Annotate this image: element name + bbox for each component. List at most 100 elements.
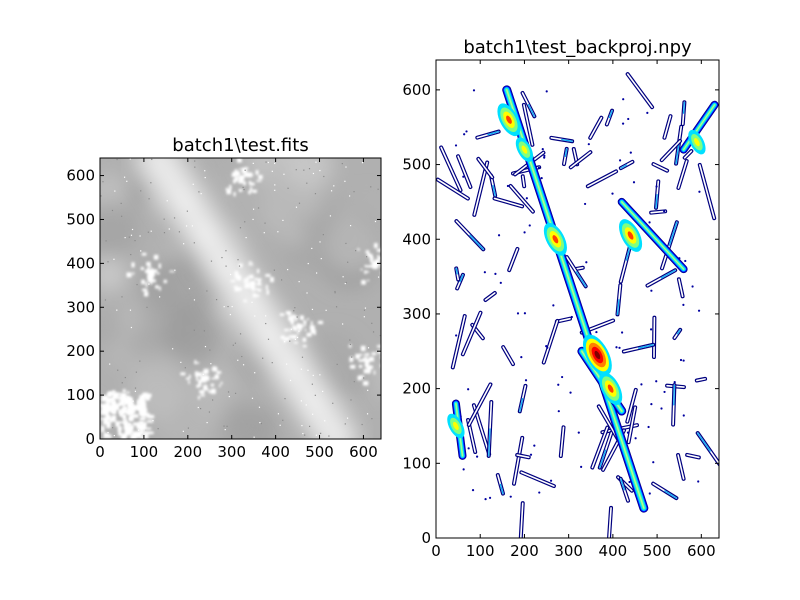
y-tick-label: 300 xyxy=(402,305,431,323)
filament xyxy=(519,470,556,489)
filament xyxy=(676,159,689,190)
speck xyxy=(673,381,676,384)
filament xyxy=(680,100,687,127)
speck xyxy=(497,234,501,237)
filament xyxy=(597,430,614,470)
speck xyxy=(595,330,598,334)
speck xyxy=(655,380,658,383)
filament xyxy=(466,382,493,427)
filament xyxy=(439,145,463,193)
speck xyxy=(540,177,543,180)
y-tick-label: 0 xyxy=(85,430,95,448)
speck xyxy=(583,202,587,206)
speck xyxy=(655,185,658,188)
speck xyxy=(520,356,523,359)
image-left xyxy=(100,158,381,439)
filament xyxy=(621,342,656,354)
speck xyxy=(549,479,553,482)
filament xyxy=(501,345,516,367)
filament xyxy=(508,183,535,214)
y-tick-label: 400 xyxy=(402,230,431,248)
speck xyxy=(545,345,548,348)
speck xyxy=(569,391,572,394)
hotspot xyxy=(688,129,706,155)
filament xyxy=(625,387,638,424)
speck xyxy=(585,261,588,264)
speck xyxy=(621,122,625,125)
x-tick-label: 300 xyxy=(217,443,246,461)
speck xyxy=(627,117,630,121)
filament xyxy=(672,327,683,341)
speck xyxy=(546,346,549,349)
y-tick-label: 300 xyxy=(66,298,95,316)
speck xyxy=(455,334,458,337)
filament xyxy=(456,154,473,190)
speck xyxy=(684,259,687,263)
bright-band xyxy=(133,158,362,439)
speck xyxy=(472,89,476,92)
speck xyxy=(620,331,624,334)
speck xyxy=(697,309,701,312)
speck xyxy=(462,468,465,471)
filament xyxy=(604,108,615,127)
speck xyxy=(626,431,630,434)
filament xyxy=(685,452,701,460)
x-tick-label: 100 xyxy=(466,542,495,560)
y-tick-label: 100 xyxy=(66,386,95,404)
filament xyxy=(651,481,679,501)
filament xyxy=(517,383,528,414)
speck xyxy=(634,437,637,440)
axes-frame xyxy=(435,59,720,539)
chart-title: batch1\test.fits xyxy=(172,135,308,156)
filament xyxy=(511,435,525,486)
filament xyxy=(476,156,495,180)
hotspot xyxy=(619,219,643,252)
speck xyxy=(476,455,479,458)
filament xyxy=(549,135,575,144)
speck xyxy=(541,147,544,151)
y-tick-label: 500 xyxy=(402,156,431,174)
speck xyxy=(650,289,653,292)
speck xyxy=(454,144,458,147)
speck xyxy=(622,98,625,101)
x-tick-label: 600 xyxy=(349,443,378,461)
speck xyxy=(682,303,685,306)
speck xyxy=(465,130,468,133)
filament xyxy=(492,196,525,209)
y-tick-label: 200 xyxy=(402,380,431,398)
filament xyxy=(515,453,531,460)
x-tick-label: 100 xyxy=(130,443,159,461)
filament xyxy=(682,149,694,160)
filament xyxy=(564,255,588,289)
speck xyxy=(663,390,666,394)
speck xyxy=(697,480,700,483)
speck xyxy=(698,190,701,193)
speck xyxy=(647,425,650,429)
speck xyxy=(524,379,528,382)
speck xyxy=(679,358,683,362)
filament xyxy=(676,453,686,481)
speck xyxy=(525,197,528,200)
filament xyxy=(574,265,585,271)
speck xyxy=(652,461,655,464)
x-tick-label: 600 xyxy=(687,542,716,560)
filament xyxy=(588,115,604,140)
filament xyxy=(651,162,670,173)
filament xyxy=(671,383,677,427)
speck xyxy=(628,480,631,484)
filament xyxy=(495,473,505,496)
filament xyxy=(697,162,717,221)
speck xyxy=(494,272,497,275)
filament xyxy=(659,220,679,271)
speck xyxy=(545,90,548,93)
ridge-northeast xyxy=(679,100,719,154)
x-tick-label: 400 xyxy=(261,443,290,461)
filament xyxy=(568,150,593,170)
filament xyxy=(618,476,631,503)
filament xyxy=(659,138,683,163)
filament xyxy=(454,219,486,252)
speck xyxy=(543,156,546,159)
axes-frame xyxy=(99,157,382,440)
axes-left: 0 100 200 300 400 500 600 0 100 200 300 400 500 600 ba… xyxy=(66,135,382,461)
speck xyxy=(650,403,653,406)
